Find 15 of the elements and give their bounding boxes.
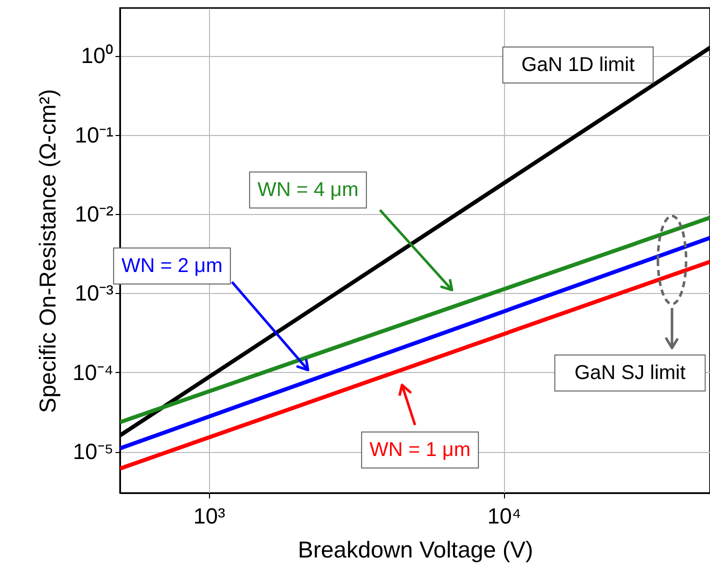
y-tick-label: 10⁻⁴	[72, 360, 114, 385]
y-tick-label: 10⁻²	[74, 202, 114, 227]
series-label: GaN 1D limit	[521, 54, 636, 76]
text: WN = 4 μm	[258, 179, 358, 201]
y-axis-title: Specific On-Resistance (Ω-cm²)	[34, 89, 61, 413]
legend-label: WN = 1 μm	[370, 439, 470, 461]
text: WN = 2 μm	[122, 255, 222, 277]
y-tick-label: 10⁻³	[74, 280, 114, 306]
x-tick-label: 10⁴	[487, 504, 522, 528]
y-tick-label: 10⁰	[81, 43, 114, 68]
y-tick-label: 10⁻¹	[74, 122, 114, 148]
annotation: GaN SJ limit	[574, 362, 686, 384]
y-tick-label: 10⁻⁵	[72, 439, 114, 464]
x-tick-label: 10³	[193, 504, 226, 528]
x-axis-title: Breakdown Voltage (V)	[298, 536, 534, 562]
